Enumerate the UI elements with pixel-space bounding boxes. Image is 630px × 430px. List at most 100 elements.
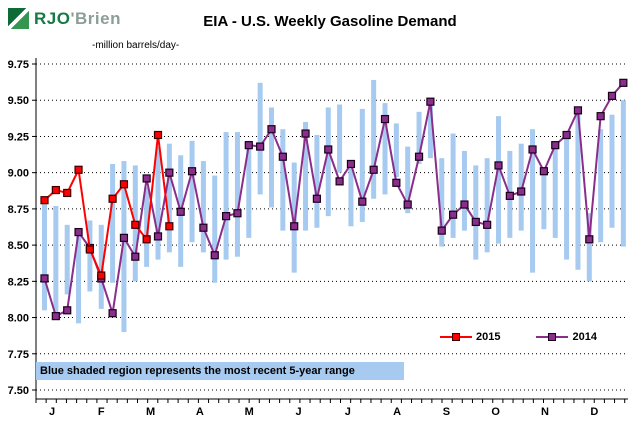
series-2014-marker xyxy=(267,125,276,134)
series-2015-marker xyxy=(165,222,174,231)
range-bar xyxy=(53,205,59,318)
series-2014-marker xyxy=(119,233,129,242)
series-2014-marker xyxy=(380,114,390,124)
series-2014-marker xyxy=(619,78,628,87)
range-bar xyxy=(303,121,309,231)
range-bar xyxy=(87,220,93,292)
series-2014-marker xyxy=(131,252,140,261)
series-2015-marker xyxy=(142,235,151,244)
y-tick-label: 7.75 xyxy=(8,349,29,361)
series-2014-marker xyxy=(290,222,299,231)
series-2014-marker xyxy=(40,274,49,283)
series-2014-marker xyxy=(585,235,594,244)
range-bar xyxy=(144,187,150,267)
month-label: J xyxy=(345,406,351,418)
range-bar xyxy=(110,163,116,283)
range-bar xyxy=(359,108,365,222)
y-tick-label: 9.75 xyxy=(8,59,29,71)
month-label: J xyxy=(49,406,55,418)
series-2014-marker xyxy=(562,130,571,140)
series-2014-marker xyxy=(528,145,537,154)
range-bar xyxy=(246,140,252,238)
logo-text-primary: RJO xyxy=(34,8,71,28)
legend: 2015 2014 xyxy=(440,331,597,343)
range-bar xyxy=(393,123,399,178)
legend-2015-label: 2015 xyxy=(476,331,501,343)
series-2014-marker xyxy=(142,174,151,183)
series-2014-marker xyxy=(51,312,60,321)
series-2014-marker xyxy=(539,167,549,176)
month-label: M xyxy=(146,406,155,418)
axes xyxy=(35,58,628,403)
range-bar xyxy=(42,204,47,311)
series-2014-marker xyxy=(517,187,526,196)
range-bar xyxy=(200,161,206,253)
y-axis-unit-label: -million barrels/day- xyxy=(92,40,180,51)
series-2014-marker xyxy=(403,200,412,209)
series-2014-marker xyxy=(176,207,185,216)
series-2014-marker xyxy=(74,227,83,237)
range-bar xyxy=(155,146,161,260)
series-2014-marker xyxy=(358,197,367,206)
logo-text-secondary: 'Brien xyxy=(70,8,121,28)
range-bar xyxy=(382,103,388,195)
range-bar xyxy=(484,158,490,253)
rjo-brien-logo: RJO'Brien xyxy=(8,8,121,29)
y-tick-label: 8.00 xyxy=(8,313,29,325)
range-bar xyxy=(121,161,127,333)
series-2015-marker xyxy=(131,220,140,229)
range-bar xyxy=(552,143,558,238)
range-bar xyxy=(530,129,536,273)
series-2014-marker xyxy=(449,210,458,219)
series-2014-marker xyxy=(324,145,333,154)
legend-2014-swatch xyxy=(536,333,569,342)
series-2014-marker xyxy=(153,232,163,241)
legend-2014-label: 2014 xyxy=(572,331,597,343)
series-2014-marker xyxy=(187,167,197,176)
series-2014-marker xyxy=(108,309,117,318)
range-bar xyxy=(98,224,104,309)
y-gridlines: 7.50 7.75 8.00 8.25 8.50 8.75 9.00 9.25 9.50 9.75 xyxy=(8,59,628,397)
series-2014-marker xyxy=(233,209,242,218)
range-bar xyxy=(314,134,320,228)
series-2014-marker xyxy=(312,194,321,203)
y-tick-label: 9.00 xyxy=(8,168,29,180)
rjo-brien-logo-icon xyxy=(8,8,29,29)
legend-2014-marker xyxy=(548,333,557,341)
range-bar xyxy=(291,162,297,273)
range-bar xyxy=(609,114,615,228)
range-bar xyxy=(371,79,377,199)
series-2014-marker xyxy=(505,191,514,200)
range-bar xyxy=(269,107,274,208)
range-bar xyxy=(64,224,70,295)
series-2014-marker xyxy=(414,152,424,161)
range-bar xyxy=(620,100,626,247)
range-bar xyxy=(189,140,195,243)
series-2015-marker xyxy=(40,196,49,205)
month-label: J xyxy=(295,406,301,418)
range-bar xyxy=(598,129,604,243)
series-2014-marker xyxy=(335,177,344,186)
month-label: A xyxy=(393,406,401,418)
rjo-brien-logo-text: RJO'Brien xyxy=(34,9,121,29)
range-bar xyxy=(586,213,592,282)
range-bar xyxy=(405,146,411,214)
range-bar xyxy=(348,162,354,227)
range-bar xyxy=(337,104,343,173)
y-tick-label: 8.50 xyxy=(8,240,29,252)
range-bar xyxy=(416,111,422,164)
range-bar xyxy=(473,165,479,260)
range-bar xyxy=(518,143,524,231)
month-label: A xyxy=(196,406,204,418)
range-bar xyxy=(325,107,331,217)
y-tick-label: 9.50 xyxy=(8,95,29,107)
month-label: M xyxy=(245,406,254,418)
series-2014-marker xyxy=(244,141,253,150)
month-label: D xyxy=(590,406,598,418)
series-2014-marker xyxy=(165,168,174,177)
series-2014-marker xyxy=(222,212,231,221)
series-2014-marker xyxy=(494,161,503,170)
series-2015-marker xyxy=(63,188,72,198)
series-2015-marker xyxy=(108,194,117,203)
